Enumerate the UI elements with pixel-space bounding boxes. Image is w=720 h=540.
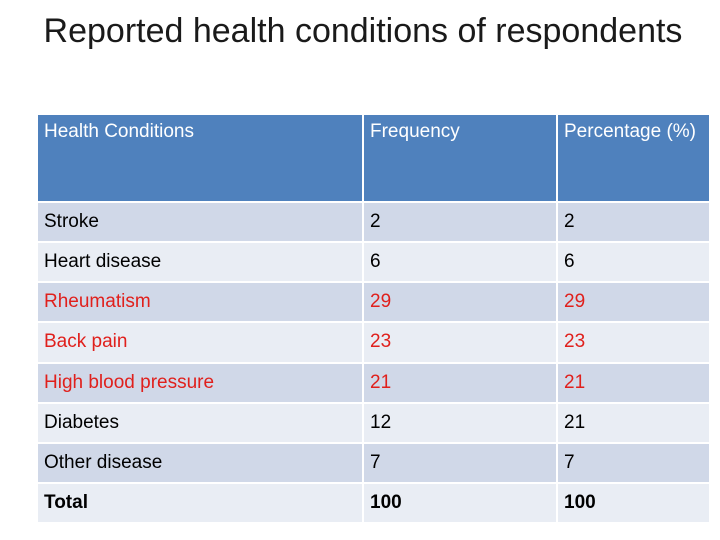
table-total-row: Total 100 100 (38, 484, 709, 522)
table-row: Heart disease 6 6 (38, 242, 709, 282)
header-frequency: Frequency (364, 115, 556, 201)
cell-percentage: 7 (558, 443, 709, 483)
cell-frequency: 21 (364, 363, 556, 402)
table-row: Other disease 7 7 (38, 443, 709, 483)
cell-frequency: 12 (364, 403, 556, 442)
cell-percentage: 21 (558, 363, 709, 402)
cell-condition: Stroke (38, 202, 362, 241)
header-percentage: Percentage (%) (558, 115, 709, 201)
cell-frequency: 29 (364, 283, 556, 322)
table-row: Back pain 23 23 (38, 323, 709, 362)
total-frequency: 100 (364, 484, 556, 522)
cell-percentage: 29 (558, 283, 709, 322)
cell-condition: Back pain (38, 323, 362, 362)
cell-percentage: 21 (558, 403, 709, 442)
table-header-row: Health Conditions Frequency Percentage (… (38, 115, 709, 201)
table-row: Diabetes 12 21 (38, 403, 709, 442)
cell-percentage: 2 (558, 202, 709, 241)
total-percentage: 100 (558, 484, 709, 522)
total-label: Total (38, 484, 362, 522)
cell-condition: Heart disease (38, 242, 362, 282)
cell-condition: Other disease (38, 443, 362, 483)
cell-condition: Diabetes (38, 403, 362, 442)
cell-condition: High blood pressure (38, 363, 362, 402)
cell-percentage: 6 (558, 242, 709, 282)
health-conditions-table: Health Conditions Frequency Percentage (… (36, 113, 711, 524)
table-row: Rheumatism 29 29 (38, 283, 709, 322)
cell-frequency: 7 (364, 443, 556, 483)
header-health-conditions: Health Conditions (38, 115, 362, 201)
cell-frequency: 2 (364, 202, 556, 241)
table-row: Stroke 2 2 (38, 202, 709, 241)
cell-frequency: 6 (364, 242, 556, 282)
cell-condition: Rheumatism (38, 283, 362, 322)
page-title: Reported health conditions of respondent… (43, 12, 683, 50)
cell-frequency: 23 (364, 323, 556, 362)
table-row: High blood pressure 21 21 (38, 363, 709, 402)
cell-percentage: 23 (558, 323, 709, 362)
